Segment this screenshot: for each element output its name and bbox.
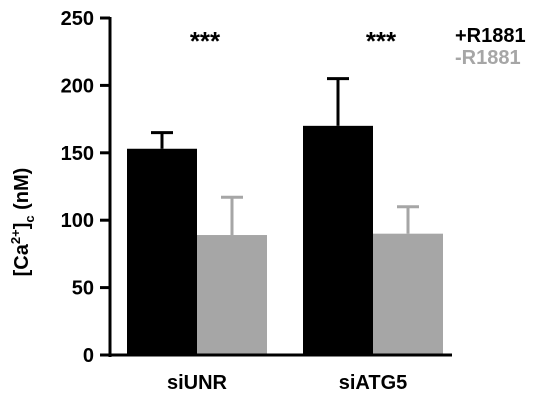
bar [197,235,267,355]
bars [127,125,443,355]
y-tick-label: 200 [61,75,94,97]
x-axis: siUNR siATG5 [108,353,452,394]
legend-label: -R1881 [455,47,521,69]
significance-label: *** [190,26,221,56]
y-axis-label: [Ca2+]c (nM) [8,168,37,277]
x-tick-label: siUNR [167,372,228,394]
y-tick-label: 0 [83,345,94,367]
significance-markers: *** *** [190,26,397,56]
legend-label: +R1881 [455,25,526,47]
legend: +R1881-R1881 [455,25,526,69]
y-tick-label: 50 [72,278,94,300]
y-tick-label: 100 [61,210,94,232]
error-bars [151,77,419,236]
significance-label: *** [366,26,397,56]
bar [127,148,197,355]
bar [303,125,373,355]
bar [373,233,443,355]
y-tick-label: 250 [61,8,94,30]
y-axis: 0 50 100 150 200 250 [61,8,112,367]
y-tick-label: 150 [61,143,94,165]
x-tick-label: siATG5 [339,372,408,394]
